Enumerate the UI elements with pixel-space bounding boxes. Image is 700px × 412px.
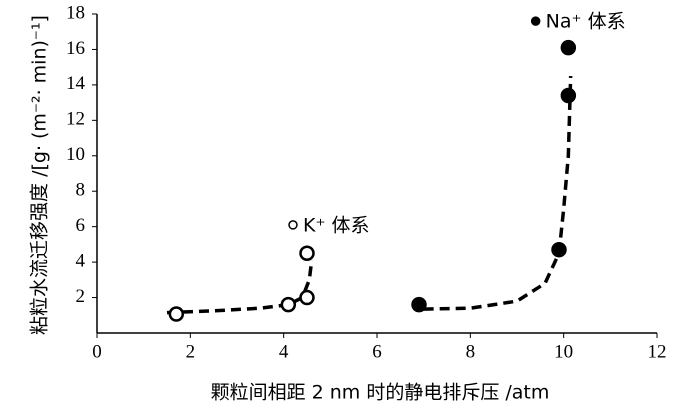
point [280, 296, 297, 313]
x-tick-label: 8 [466, 341, 476, 362]
x-axis-label: 颗粒间相距 2 nm 时的静电排斥压 /atm [211, 382, 550, 404]
x-tick-label: 4 [279, 341, 289, 362]
point [168, 306, 185, 322]
legend-marker [288, 220, 298, 230]
point [299, 245, 315, 261]
legend-label: Na⁺ 体系 [546, 11, 626, 33]
point [560, 87, 577, 104]
point [299, 289, 315, 306]
point [551, 241, 567, 258]
y-tick-label: 16 [66, 38, 85, 59]
y-tick-label: 2 [76, 286, 86, 307]
y-tick-label: 6 [76, 215, 86, 236]
x-tick-label: 6 [372, 341, 382, 362]
legend-label: K⁺ 体系 [303, 214, 370, 236]
x-tick-label: 2 [186, 341, 196, 362]
point [560, 39, 577, 56]
x-tick-label: 12 [648, 341, 667, 362]
y-tick-label: 10 [66, 144, 85, 165]
y-tick-label: 14 [66, 73, 86, 94]
y-tick-label: 12 [66, 109, 85, 130]
point [411, 296, 427, 313]
fit-curve [423, 75, 573, 311]
x-tick-label: 10 [554, 341, 573, 362]
legend-marker [530, 16, 541, 26]
y-tick-label: 18 [66, 2, 85, 23]
y-axis-label: 粘粒水流迁移强度 /[g· (m⁻²· min)⁻¹] [29, 15, 51, 335]
x-tick-label: 0 [92, 341, 102, 362]
y-tick-label: 8 [76, 180, 86, 201]
y-tick-label: 4 [76, 250, 86, 271]
